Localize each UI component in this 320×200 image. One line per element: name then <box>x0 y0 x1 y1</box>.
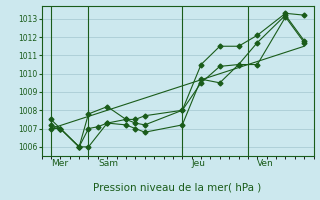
Text: Ven: Ven <box>257 159 274 168</box>
Text: Sam: Sam <box>98 159 118 168</box>
Text: Jeu: Jeu <box>192 159 206 168</box>
Text: Mer: Mer <box>51 159 68 168</box>
X-axis label: Pression niveau de la mer( hPa ): Pression niveau de la mer( hPa ) <box>93 183 262 193</box>
